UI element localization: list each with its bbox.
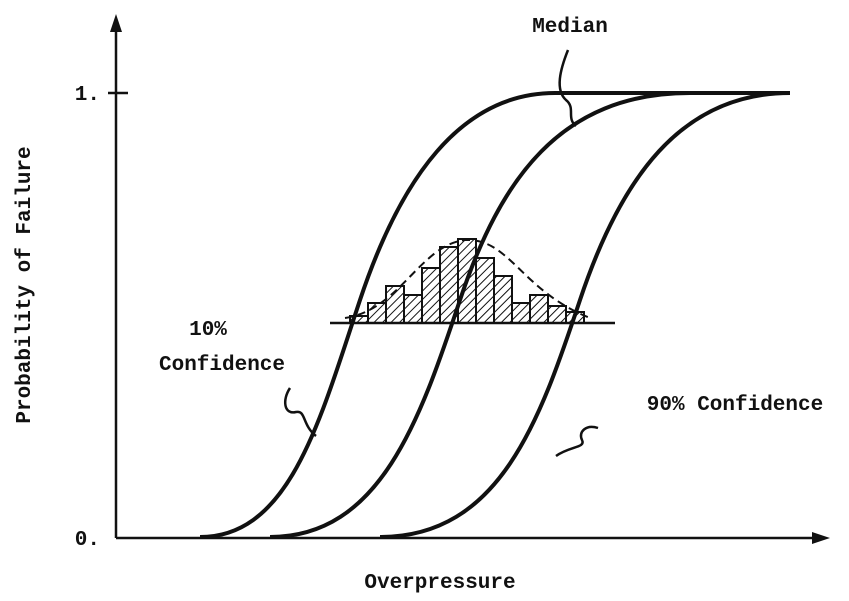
y-tick-label: 0. xyxy=(75,529,100,552)
curves xyxy=(199,91,791,539)
median-label: Median xyxy=(532,16,608,39)
low-label: 10% xyxy=(189,319,227,342)
axes xyxy=(108,14,830,544)
x-axis-label: Overpressure xyxy=(364,572,515,595)
histogram xyxy=(330,238,615,325)
leaders xyxy=(283,49,599,458)
y-tick-label: 1. xyxy=(75,84,100,107)
low-label: Confidence xyxy=(159,354,285,377)
y-axis-label: Probability of Failure xyxy=(14,146,37,423)
high-label: 90% Confidence xyxy=(647,394,823,417)
